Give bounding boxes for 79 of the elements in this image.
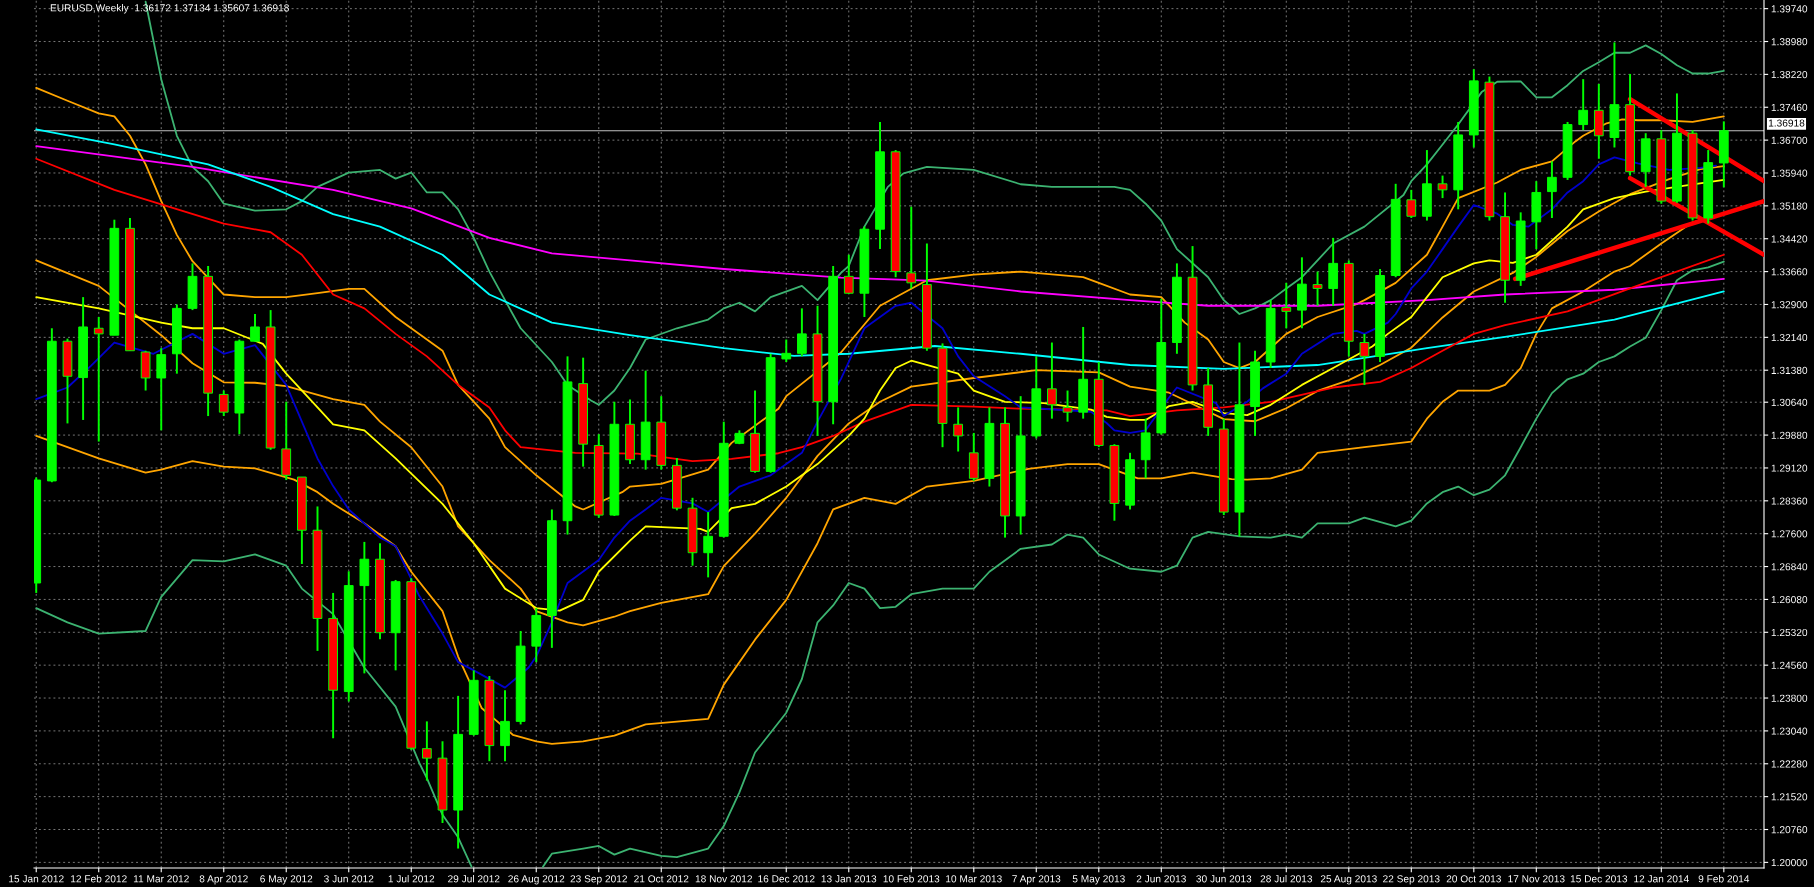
x-tick-label: 5 May 2013 — [1072, 875, 1125, 885]
candlestick — [781, 338, 792, 363]
candlestick — [1312, 270, 1323, 307]
y-tick-label: 1.21520 — [1771, 793, 1808, 801]
x-tick-label: 10 Feb 2013 — [883, 874, 940, 883]
x-tick-label: 1 Jul 2012 — [388, 874, 435, 883]
x-tick-label: 7 Apr 2013 — [1012, 875, 1061, 885]
candlestick — [250, 313, 260, 343]
y-tick-label: 1.35180 — [1771, 202, 1808, 210]
candlestick — [156, 347, 167, 432]
y-tick-label: 1.23800 — [1771, 694, 1808, 702]
candlestick — [906, 205, 917, 290]
y-tick-label: 1.26080 — [1771, 596, 1808, 604]
candlestick — [422, 720, 432, 782]
candlestick — [1359, 332, 1370, 386]
y-tick-label: 1.22280 — [1771, 760, 1808, 768]
candlestick — [93, 316, 104, 443]
candlestick — [1437, 174, 1448, 200]
y-tick-label: 1.34420 — [1771, 235, 1808, 243]
x-tick-label: 21 Oct 2012 — [634, 875, 689, 883]
x-tick-label: 15 Dec 2013 — [1570, 875, 1628, 883]
candlestick — [1047, 341, 1057, 420]
line-series — [35, 128, 1725, 370]
line-series — [35, 145, 1725, 307]
x-tick-label: 6 May 2012 — [260, 875, 313, 885]
candlestick — [218, 389, 229, 418]
y-tick-label: 1.26840 — [1771, 563, 1808, 571]
x-tick-label: 22 Sep 2013 — [1383, 875, 1440, 885]
y-tick-label: 1.23040 — [1771, 727, 1808, 735]
y-tick-label: 1.35940 — [1771, 169, 1808, 177]
y-tick-label: 1.20000 — [1771, 858, 1808, 867]
x-tick-label: 12 Jan 2014 — [1634, 875, 1689, 883]
y-tick-label: 1.32900 — [1771, 301, 1808, 309]
x-tick-label: 2 Jun 2013 — [1136, 875, 1186, 883]
candlestick — [1547, 160, 1557, 219]
candlestick — [1578, 78, 1589, 132]
y-tick-label: 1.39740 — [1771, 5, 1808, 13]
candlestick — [797, 307, 807, 358]
x-tick-label: 13 Jan 2013 — [821, 875, 877, 883]
y-tick-label: 1.31380 — [1771, 366, 1808, 374]
y-tick-label: 1.33660 — [1771, 268, 1808, 276]
x-tick-label: 17 Nov 2013 — [1508, 875, 1565, 883]
x-tick-label: 18 Nov 2012 — [695, 875, 753, 883]
x-tick-label: 10 Mar 2013 — [946, 875, 1002, 883]
ref-line-label: 1.36918 — [1768, 119, 1805, 127]
y-tick-label: 1.38980 — [1771, 38, 1808, 46]
y-tick-label: 1.25320 — [1771, 628, 1808, 637]
line-series — [35, 86, 1725, 511]
y-tick-label: 1.27600 — [1771, 530, 1808, 538]
candlestick — [953, 406, 964, 453]
x-tick-label: 12 Feb 2012 — [71, 874, 127, 883]
candlestick — [843, 253, 854, 296]
x-tick-label: 11 Mar 2012 — [133, 875, 189, 883]
y-tick-label: 1.28360 — [1771, 497, 1808, 505]
y-tick-label: 1.37460 — [1771, 103, 1808, 112]
x-tick-label: 30 Jun 2013 — [1196, 875, 1252, 883]
y-tick-label: 1.20760 — [1771, 826, 1808, 834]
x-tick-label: 8 Apr 2012 — [199, 875, 248, 885]
y-tick-label: 1.29880 — [1771, 431, 1808, 439]
x-tick-label: 3 Jun 2012 — [324, 875, 374, 883]
x-tick-label: 28 Jul 2013 — [1260, 874, 1313, 883]
x-tick-label: 9 Feb 2014 — [1698, 874, 1750, 883]
candlestick — [1062, 389, 1073, 423]
x-tick-label: 15 Jan 2012 — [9, 875, 64, 883]
y-tick-label: 1.32140 — [1771, 333, 1808, 342]
y-tick-label: 1.24560 — [1771, 661, 1808, 669]
y-tick-label: 1.30640 — [1771, 398, 1808, 406]
candlestick — [1281, 281, 1292, 330]
candlestick — [703, 511, 714, 579]
y-tick-label: 1.29120 — [1771, 464, 1808, 472]
x-tick-label: 16 Dec 2012 — [758, 875, 815, 883]
y-tick-label: 1.38220 — [1771, 70, 1808, 79]
x-tick-label: 26 Aug 2012 — [508, 875, 565, 885]
x-tick-label: 20 Oct 2013 — [1446, 875, 1501, 883]
x-tick-label: 25 Aug 2013 — [1320, 875, 1377, 885]
x-tick-label: 23 Sep 2012 — [570, 875, 628, 885]
y-tick-label: 1.36700 — [1771, 136, 1808, 144]
x-tick-label: 29 Jul 2012 — [448, 874, 500, 883]
candlestick — [1406, 188, 1417, 219]
